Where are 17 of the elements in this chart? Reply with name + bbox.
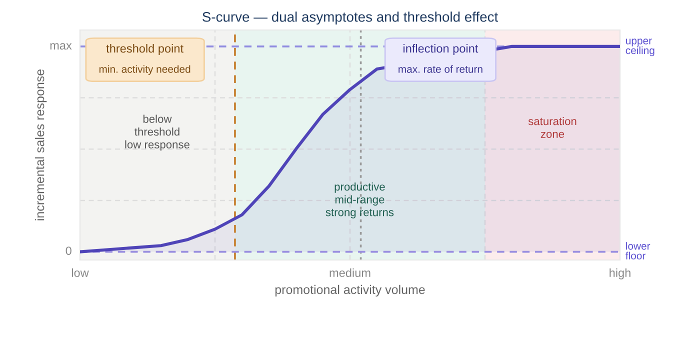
annotation: min. activity needed xyxy=(99,65,190,75)
ref-line-label: lower floor xyxy=(626,242,650,260)
annotation: below threshold low response xyxy=(125,114,190,151)
x-tick-label: medium xyxy=(330,268,370,278)
annotation: inflection point xyxy=(404,44,478,56)
chart-title: S-curve — dual asymptotes and threshold effect xyxy=(202,12,498,25)
ref-line-label: upper ceiling xyxy=(626,38,654,56)
x-tick-label: high xyxy=(610,268,630,280)
annotation: threshold point xyxy=(106,44,184,56)
x-tick-label: low xyxy=(72,268,89,278)
annotation: saturation zone xyxy=(528,117,576,138)
y-axis-title: incremental sales response xyxy=(35,69,47,220)
x-axis-title: promotional activity volume xyxy=(275,284,425,297)
annotation: productive mid-range strong returns xyxy=(326,182,394,218)
annotation: max. rate of return xyxy=(398,65,482,73)
text: 0 xyxy=(66,246,72,255)
text: max xyxy=(50,43,72,50)
